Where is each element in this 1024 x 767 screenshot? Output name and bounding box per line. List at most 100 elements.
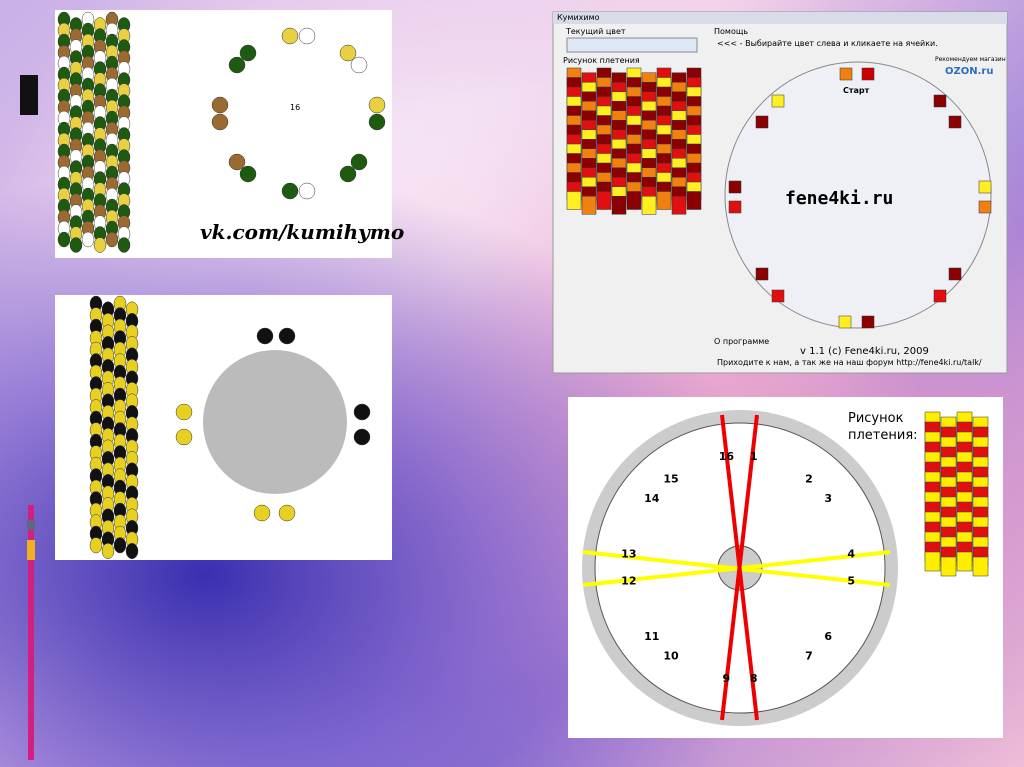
dot — [211, 113, 229, 131]
peg-color — [771, 289, 785, 303]
dot — [281, 182, 299, 200]
label: Рисунок плетения — [563, 56, 640, 65]
accent-bar — [28, 505, 34, 760]
cell — [581, 196, 597, 215]
bead — [105, 231, 119, 248]
slot-number: 10 — [663, 649, 679, 662]
peg-color — [755, 267, 769, 281]
label: Текущий цвет — [566, 27, 626, 36]
slot-number: 13 — [621, 547, 636, 560]
peg-color — [978, 200, 992, 214]
dot — [339, 165, 357, 183]
label: Старт — [843, 86, 870, 95]
help-text: <<< - Выбирайте цвет слева и кликаете на… — [717, 39, 938, 48]
slot-number: 6 — [824, 630, 832, 643]
cell — [626, 191, 642, 210]
peg-color — [861, 315, 875, 329]
slot-number: 1 — [750, 450, 758, 463]
slot-number: 14 — [644, 492, 660, 505]
bead — [81, 231, 95, 248]
dot — [368, 113, 386, 131]
caption: vk.com/kumihymo — [200, 220, 405, 244]
thread — [582, 550, 891, 587]
label: Рекомендуем магазин — [935, 56, 1006, 63]
dot — [350, 56, 368, 74]
slot-number: 8 — [750, 672, 758, 685]
peg-color — [933, 94, 947, 108]
peg-color — [978, 180, 992, 194]
dot — [239, 165, 257, 183]
cell — [924, 551, 941, 572]
peg-color — [728, 200, 742, 214]
slot-number: 12 — [621, 575, 636, 588]
dot — [350, 153, 368, 171]
label: О программе — [714, 337, 770, 346]
window-title: Кумихимо — [557, 13, 600, 22]
dot — [353, 428, 371, 446]
bead — [57, 231, 71, 248]
dot — [253, 504, 271, 522]
dot — [298, 182, 316, 200]
dot — [278, 504, 296, 522]
slot-number: 5 — [847, 575, 855, 588]
cell — [671, 196, 687, 215]
bead — [93, 237, 107, 253]
peg-color — [948, 267, 962, 281]
dot — [239, 44, 257, 62]
dot — [175, 428, 193, 446]
dot — [228, 153, 246, 171]
bead — [89, 537, 103, 554]
bead — [69, 237, 83, 253]
accent-square — [27, 520, 35, 530]
logo: OZON.ru — [945, 66, 994, 77]
dot — [278, 327, 296, 345]
slot-number: 4 — [847, 547, 855, 560]
peg-color — [948, 115, 962, 129]
cell — [686, 191, 702, 210]
cell — [641, 196, 657, 215]
slot-number: 7 — [805, 649, 813, 662]
disk — [724, 61, 992, 329]
dot — [256, 327, 274, 345]
cell — [656, 191, 672, 210]
peg-color — [839, 67, 853, 81]
dot — [228, 56, 246, 74]
slot-number: 16 — [719, 450, 735, 463]
gray-disk — [203, 350, 347, 494]
label: Помощь — [714, 27, 749, 36]
slot-number: 9 — [723, 672, 731, 685]
forum-text: Приходите к нам, а так же на наш форум h… — [717, 358, 982, 367]
cell — [956, 551, 973, 572]
peg-color — [861, 67, 875, 81]
slot-number: 15 — [663, 473, 678, 486]
bead — [125, 543, 139, 559]
icon — [20, 75, 38, 115]
slot-number: 2 — [805, 473, 813, 486]
thread — [720, 414, 759, 721]
dot — [298, 27, 316, 45]
dot — [211, 96, 229, 114]
color-box — [566, 37, 698, 53]
dot — [175, 403, 193, 421]
watermark: fene4ki.ru — [785, 188, 894, 209]
dot — [339, 44, 357, 62]
peg-color — [755, 115, 769, 129]
center-label: 16 — [290, 103, 301, 112]
bead — [117, 237, 131, 253]
pattern-label: Рисунок плетения: — [848, 411, 918, 443]
title-bar — [553, 12, 1007, 24]
peg-color — [771, 94, 785, 108]
dot — [368, 96, 386, 114]
cell — [940, 556, 957, 577]
bead — [101, 543, 115, 559]
cell — [972, 556, 989, 577]
peg-color — [728, 180, 742, 194]
bead — [113, 537, 127, 554]
cell — [596, 191, 612, 210]
slot-number: 11 — [644, 630, 659, 643]
peg-color — [933, 289, 947, 303]
dot — [281, 27, 299, 45]
dot — [353, 403, 371, 421]
